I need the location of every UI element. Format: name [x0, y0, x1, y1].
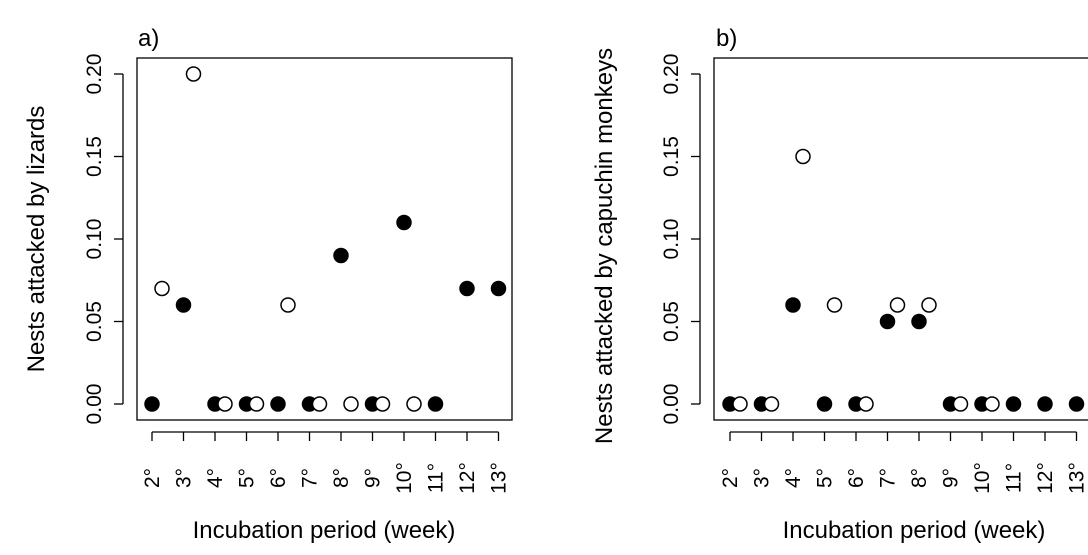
open-point — [250, 397, 264, 411]
filled-point — [1070, 397, 1084, 411]
x-tick-label: 9° — [362, 468, 385, 488]
x-tick-label: 7° — [877, 468, 900, 488]
x-tick-label: 2° — [141, 468, 164, 488]
y-tick-label: 0.00 — [83, 384, 106, 425]
filled-point — [429, 397, 443, 411]
x-tick-label: 13° — [488, 462, 511, 494]
x-tick-label: 9° — [940, 468, 963, 488]
plot-frame — [137, 58, 512, 420]
filled-point — [1007, 397, 1021, 411]
filled-point — [460, 282, 474, 296]
y-tick-label: 0.10 — [660, 219, 683, 260]
filled-point — [334, 249, 348, 263]
x-tick-label: 11° — [1003, 463, 1026, 493]
y-axis-label: Nests attacked by lizards — [23, 106, 50, 373]
y-tick-label: 0.15 — [83, 136, 106, 177]
y-tick-label: 0.20 — [83, 54, 106, 95]
open-point — [218, 397, 232, 411]
filled-point — [912, 315, 926, 329]
open-point — [828, 298, 842, 312]
x-tick-label: 6° — [845, 468, 868, 488]
y-tick-label: 0.00 — [660, 384, 683, 425]
open-point — [796, 150, 810, 164]
x-tick-label: 3° — [751, 468, 774, 488]
panel-b: b) Nests attacked by capuchin monkeys In… — [591, 25, 1088, 544]
y-tick-label: 0.20 — [660, 54, 683, 95]
open-point — [891, 298, 905, 312]
x-tick-label: 10° — [393, 462, 416, 494]
panel-label: a) — [138, 25, 159, 52]
x-tick-label: 8° — [330, 468, 353, 488]
x-tick-label: 2° — [719, 468, 742, 488]
filled-point — [397, 216, 411, 230]
filled-point — [1038, 397, 1052, 411]
open-point — [954, 397, 968, 411]
open-point — [344, 397, 358, 411]
x-tick-label: 6° — [267, 468, 290, 488]
x-tick-label: 11° — [425, 463, 448, 493]
open-point — [407, 397, 421, 411]
open-point — [187, 67, 201, 81]
x-tick-label: 4° — [782, 468, 805, 488]
open-point — [733, 397, 747, 411]
plot-frame — [714, 58, 1088, 420]
x-axis-label: Incubation period (week) — [193, 517, 456, 544]
x-tick-label: 3° — [173, 468, 196, 488]
open-point — [859, 397, 873, 411]
filled-point — [271, 397, 285, 411]
filled-point — [881, 315, 895, 329]
x-tick-label: 5° — [814, 468, 837, 488]
filled-point — [818, 397, 832, 411]
x-tick-label: 12° — [456, 462, 479, 494]
filled-point — [145, 397, 159, 411]
open-point — [765, 397, 779, 411]
open-point — [985, 397, 999, 411]
open-point — [922, 298, 936, 312]
open-point — [376, 397, 390, 411]
y-tick-label: 0.05 — [83, 301, 106, 342]
y-tick-label: 0.15 — [660, 136, 683, 177]
x-tick-label: 7° — [299, 468, 322, 488]
x-axis-label: Incubation period (week) — [783, 517, 1046, 544]
filled-point — [786, 298, 800, 312]
panel-a: a) Nests attacked by lizards Incubation … — [23, 25, 512, 544]
panel-label: b) — [716, 25, 737, 52]
y-tick-label: 0.10 — [83, 219, 106, 260]
x-tick-label: 8° — [908, 468, 931, 488]
x-tick-label: 13° — [1066, 462, 1088, 494]
filled-point — [177, 298, 191, 312]
y-axis-label: Nests attacked by capuchin monkeys — [591, 48, 618, 444]
open-point — [313, 397, 327, 411]
filled-point — [492, 282, 506, 296]
y-tick-label: 0.05 — [660, 301, 683, 342]
x-tick-label: 10° — [971, 462, 994, 494]
x-tick-label: 5° — [236, 468, 259, 488]
open-point — [281, 298, 295, 312]
open-point — [155, 282, 169, 296]
x-tick-label: 12° — [1034, 462, 1057, 494]
x-tick-label: 4° — [204, 468, 227, 488]
